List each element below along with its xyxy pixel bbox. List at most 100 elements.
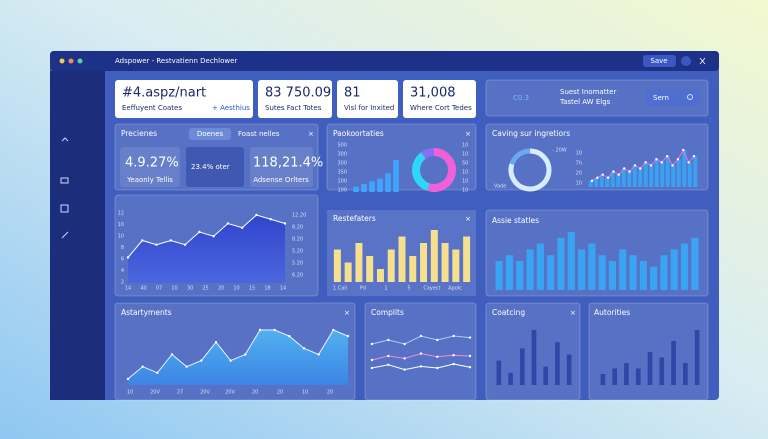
tick-label: 50 bbox=[462, 161, 468, 167]
nav-icon[interactable] bbox=[61, 137, 69, 142]
x-label: 20 bbox=[277, 390, 283, 396]
tab[interactable] bbox=[189, 128, 231, 140]
window-dot[interactable] bbox=[68, 58, 74, 64]
close-icon[interactable]: × bbox=[308, 130, 314, 138]
bar bbox=[691, 237, 699, 290]
bar bbox=[621, 168, 626, 187]
tick-label: 100 bbox=[337, 188, 347, 194]
save-label: Save bbox=[650, 57, 667, 65]
close-icon[interactable]: × bbox=[465, 215, 471, 223]
tick-label: 10 bbox=[462, 188, 468, 194]
nav-icon[interactable] bbox=[61, 231, 69, 239]
point bbox=[676, 158, 680, 161]
line bbox=[127, 329, 349, 380]
bar bbox=[624, 363, 629, 385]
stat-label: Adsense Orlters bbox=[253, 176, 309, 184]
bar bbox=[577, 249, 586, 290]
stat-box bbox=[186, 147, 244, 187]
save-button[interactable] bbox=[643, 55, 676, 67]
x-label: 27 bbox=[177, 390, 183, 396]
bar bbox=[659, 357, 665, 385]
point bbox=[269, 218, 272, 221]
tick-label: 300 bbox=[337, 152, 347, 158]
window-title: Adspower - Restvatienn Dechlower bbox=[115, 57, 237, 65]
line bbox=[591, 148, 695, 182]
donut-slice bbox=[427, 148, 456, 192]
x-label: 25 bbox=[202, 286, 208, 292]
panel-title: Complits bbox=[371, 308, 404, 317]
point bbox=[468, 354, 472, 358]
help-button[interactable] bbox=[681, 56, 691, 66]
bar bbox=[670, 249, 678, 290]
window-dot[interactable] bbox=[77, 58, 83, 64]
bar bbox=[543, 366, 549, 385]
bar bbox=[650, 266, 658, 290]
bar bbox=[627, 171, 632, 187]
x-label: 18 bbox=[264, 286, 270, 292]
point bbox=[200, 359, 203, 362]
charts: 500300300350100100101050101010107h201012… bbox=[118, 143, 700, 396]
tick-label: 10 bbox=[462, 143, 468, 149]
point bbox=[370, 342, 374, 346]
point bbox=[419, 365, 423, 368]
close-icon[interactable]: × bbox=[465, 130, 471, 138]
kpi-link[interactable]: + Aesthius bbox=[212, 104, 250, 112]
point bbox=[436, 355, 439, 358]
point bbox=[612, 170, 615, 173]
panel bbox=[114, 123, 319, 191]
x-label: 20 bbox=[218, 286, 224, 292]
nav-icon[interactable] bbox=[60, 204, 69, 213]
bar bbox=[566, 354, 572, 385]
bar bbox=[508, 372, 513, 385]
bar bbox=[557, 237, 565, 290]
stat-value: 118,21.4% bbox=[253, 156, 323, 171]
nav-icon[interactable] bbox=[60, 177, 69, 184]
bar bbox=[676, 159, 681, 187]
tick-label: 10 bbox=[576, 151, 582, 157]
x-label: 1 bbox=[384, 286, 387, 292]
point bbox=[639, 167, 642, 170]
panel-title: Restefaters bbox=[333, 214, 376, 223]
bar bbox=[547, 255, 555, 290]
tick-label: 5.20 bbox=[292, 261, 303, 267]
panel bbox=[114, 302, 356, 401]
tick-label: 350 bbox=[337, 170, 347, 176]
bar bbox=[600, 374, 606, 385]
bar bbox=[495, 261, 503, 290]
tool-icon[interactable] bbox=[699, 57, 706, 65]
bar bbox=[682, 363, 688, 385]
point bbox=[170, 353, 174, 356]
point bbox=[452, 334, 455, 338]
stat-value: 4.9.27% bbox=[125, 156, 179, 171]
window-dot[interactable] bbox=[59, 58, 65, 64]
tick-label: 8.20 bbox=[292, 225, 303, 231]
kpi-value: 31,008 bbox=[410, 86, 456, 101]
point bbox=[617, 173, 621, 176]
search-icon[interactable] bbox=[687, 94, 693, 100]
tick-label: 5.20 bbox=[292, 249, 303, 255]
donut-slice bbox=[412, 152, 430, 191]
stat-label: Yeaonly Tellis bbox=[126, 176, 173, 184]
stat-box bbox=[120, 147, 180, 187]
point bbox=[387, 354, 390, 358]
line bbox=[127, 214, 286, 258]
point bbox=[660, 161, 663, 164]
tab-label[interactable]: Foast nelles bbox=[238, 130, 280, 138]
legend-label: - 20W bbox=[552, 148, 567, 154]
search-box[interactable] bbox=[645, 89, 700, 106]
title-bar bbox=[50, 51, 719, 71]
close-icon[interactable]: × bbox=[570, 309, 576, 317]
panel bbox=[588, 302, 709, 401]
x-label: 10 bbox=[233, 286, 239, 292]
bar bbox=[654, 159, 659, 187]
bar bbox=[355, 243, 363, 282]
bar bbox=[361, 184, 367, 192]
point bbox=[226, 222, 230, 225]
bar bbox=[643, 162, 648, 187]
bar bbox=[610, 171, 615, 187]
panel bbox=[364, 302, 477, 401]
close-icon[interactable]: × bbox=[344, 309, 350, 317]
bar bbox=[376, 269, 384, 282]
point bbox=[288, 334, 291, 338]
bar bbox=[671, 341, 676, 385]
